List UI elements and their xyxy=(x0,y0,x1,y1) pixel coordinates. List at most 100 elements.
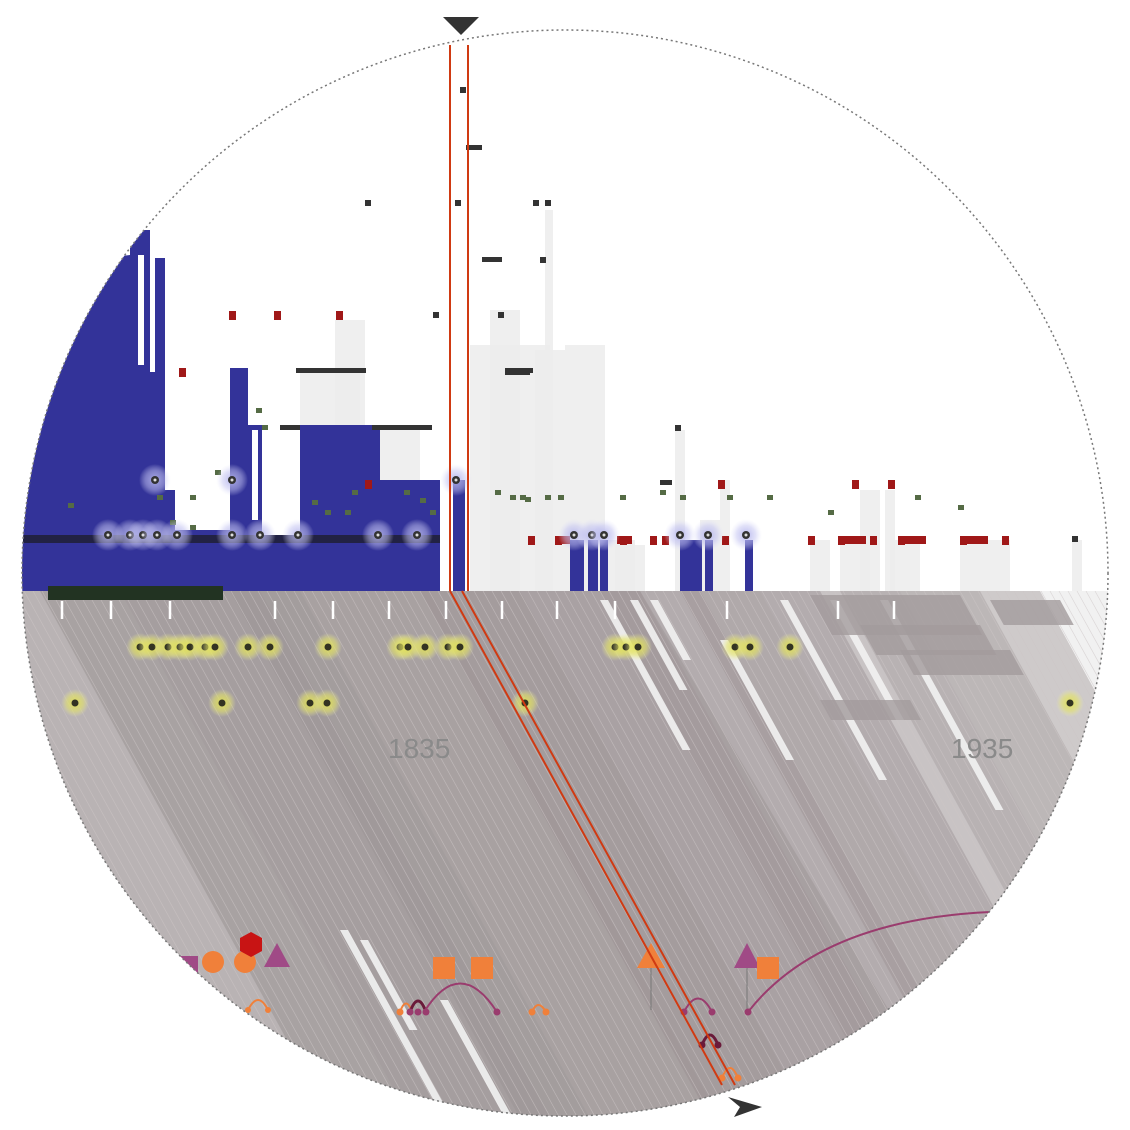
timeline-texture-line xyxy=(167,590,469,1116)
timeline-texture-line xyxy=(104,590,406,1116)
red-marker-1 xyxy=(179,368,186,377)
timeline-texture-line xyxy=(86,590,388,1116)
yellow-glow-core-14[interactable] xyxy=(456,643,464,651)
yellow-glow-core-11[interactable] xyxy=(404,643,412,651)
yellow-glow-core-12[interactable] xyxy=(421,643,429,651)
timeline-texture-line xyxy=(68,590,370,1116)
red-marker-10 xyxy=(650,536,657,545)
green-marker-13 xyxy=(495,490,501,495)
timeline-texture-line xyxy=(392,590,694,1116)
link-dot xyxy=(714,1041,722,1049)
red-marker-12 xyxy=(722,536,729,545)
orange-square-icon[interactable] xyxy=(433,957,455,979)
timeline-texture-line xyxy=(437,590,739,1116)
histogram-grey-column-20 xyxy=(1072,540,1082,591)
histogram-grey-column-18 xyxy=(960,540,1000,591)
link-dot xyxy=(406,1008,414,1016)
yellow-glow-core-22[interactable] xyxy=(218,699,226,707)
green-marker-26 xyxy=(958,505,964,510)
orange-square-icon[interactable] xyxy=(471,957,493,979)
histogram-grey-column-19 xyxy=(1000,540,1010,591)
timeline-texture-line xyxy=(428,590,730,1116)
blue-glow-dot-12 xyxy=(454,478,458,482)
timeline-texture-line xyxy=(50,590,352,1116)
timeline-texture-line xyxy=(95,590,397,1116)
triangle-down-marker-icon[interactable] xyxy=(443,17,479,35)
timeline-white-bar-6 xyxy=(720,640,794,760)
yellow-glow-core-20[interactable] xyxy=(786,643,794,651)
timeline-texture-line xyxy=(320,590,622,1116)
timeline-texture-line xyxy=(1013,590,1108,1116)
yellow-glow-core-8[interactable] xyxy=(266,643,274,651)
timeline-texture-line xyxy=(500,590,802,1116)
dark-segment-4 xyxy=(482,257,502,262)
magenta-triangle-icon[interactable] xyxy=(734,943,760,968)
yellow-glow-core-23[interactable] xyxy=(306,699,314,707)
magenta-triangle-icon[interactable] xyxy=(264,943,290,967)
time-cursor[interactable] xyxy=(449,45,736,1086)
orange-square-icon[interactable] xyxy=(757,957,779,979)
timeline-dark-block-1 xyxy=(860,625,997,655)
cursor-diagonal-right[interactable] xyxy=(461,590,736,1086)
yellow-glow-core-21[interactable] xyxy=(71,699,79,707)
histogram-grey-column-10 xyxy=(675,430,685,591)
lower-timeline-area xyxy=(0,590,1108,1130)
green-marker-19 xyxy=(620,495,626,500)
red-marker-13 xyxy=(808,536,815,545)
yellow-glow-core-6[interactable] xyxy=(211,643,219,651)
timeline-texture-line xyxy=(329,590,631,1116)
timeline-texture-line xyxy=(140,590,442,1116)
green-marker-7 xyxy=(325,510,331,515)
timeline-texture-line xyxy=(482,590,784,1116)
yellow-glow-core-24[interactable] xyxy=(323,699,331,707)
link-arc xyxy=(247,999,269,1011)
red-bar-4 xyxy=(617,536,632,544)
blue-glow-dot-17 xyxy=(706,533,710,537)
histogram-blue-bar-5 xyxy=(600,540,608,591)
timeline-texture-line xyxy=(221,590,523,1116)
blue-glow-dot-11 xyxy=(415,533,419,537)
triangle-right-marker-icon[interactable] xyxy=(728,1097,762,1117)
blue-glow-dot-15 xyxy=(602,533,606,537)
yellow-glow-core-19[interactable] xyxy=(746,643,754,651)
event-glow-markers xyxy=(61,464,1084,717)
blue-glow-dot-1 xyxy=(230,478,234,482)
cursor-diagonal-left[interactable] xyxy=(449,590,723,1086)
timeline-texture-line xyxy=(1004,590,1108,1116)
orange-circle-icon[interactable] xyxy=(202,951,224,973)
link-dot xyxy=(245,1007,251,1013)
yellow-glow-core-1[interactable] xyxy=(148,643,156,651)
histogram-grey-column-6 xyxy=(545,210,553,591)
crimson-hexagon-icon[interactable] xyxy=(240,932,262,957)
dark-segment-1 xyxy=(372,425,432,430)
lens-border[interactable] xyxy=(21,29,1109,1117)
timeline-texture-line xyxy=(0,591,9,1130)
timeline-dark-block-2 xyxy=(900,650,1024,675)
timeline-texture-line xyxy=(968,590,1108,1116)
dark-segment-2 xyxy=(280,425,300,430)
dark-square-8 xyxy=(675,425,681,431)
timeline-texture-line xyxy=(239,590,541,1116)
upper-histogram-area xyxy=(22,87,1082,600)
dark-square-0 xyxy=(365,200,371,206)
timeline-texture-line xyxy=(293,590,595,1116)
green-marker-27 xyxy=(190,525,196,530)
timeline-texture-line xyxy=(149,590,451,1116)
timeline-texture-line xyxy=(122,590,424,1116)
timeline-texture-line xyxy=(527,590,829,1116)
dark-square-1 xyxy=(455,200,461,206)
green-marker-6 xyxy=(312,500,318,505)
yellow-glow-core-17[interactable] xyxy=(634,643,642,651)
histogram-blue-bar-8 xyxy=(745,540,753,591)
yellow-glow-core-7[interactable] xyxy=(244,643,252,651)
timeline-texture-line xyxy=(365,590,667,1116)
timeline-texture-line xyxy=(266,590,568,1116)
link-dot xyxy=(396,1008,404,1016)
link-arc xyxy=(423,982,498,1013)
yellow-glow-core-9[interactable] xyxy=(324,643,332,651)
timeline-texture-line xyxy=(1094,590,1108,1116)
yellow-glow-core-26[interactable] xyxy=(1066,699,1074,707)
timeline-texture-line xyxy=(959,590,1108,1116)
timeline-texture-line xyxy=(257,590,559,1116)
